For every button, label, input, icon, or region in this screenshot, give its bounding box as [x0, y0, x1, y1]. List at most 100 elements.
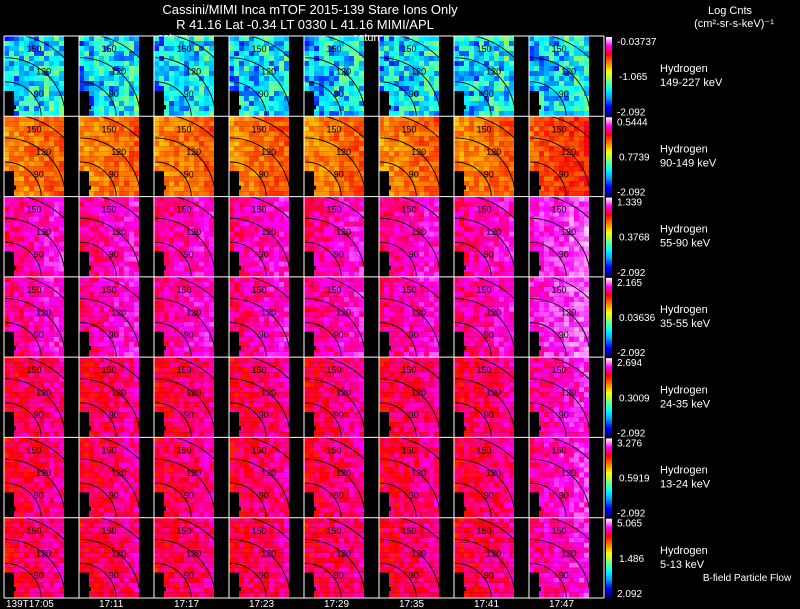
pixel [489, 266, 494, 272]
pixel [399, 76, 404, 81]
pixel [119, 66, 124, 71]
pixel [19, 51, 24, 56]
pixel [284, 76, 289, 81]
pitch-angle-contour [305, 241, 342, 277]
pixel [394, 121, 399, 127]
pixel [499, 216, 504, 222]
pixel [309, 206, 314, 212]
pixel [34, 141, 39, 147]
pixel [119, 96, 124, 101]
pixel [249, 46, 254, 51]
pixel [419, 261, 424, 267]
pixel [174, 231, 179, 237]
pixel [179, 206, 184, 212]
pixel [199, 186, 204, 192]
pixel [409, 186, 414, 192]
pixel [394, 136, 399, 142]
pixel [59, 151, 64, 157]
pixel [459, 211, 464, 217]
pixel [494, 181, 499, 187]
pixel [404, 226, 409, 232]
pixel [279, 46, 284, 51]
pixel [154, 166, 159, 172]
pixel [409, 101, 414, 106]
pixel [24, 61, 29, 66]
pixel [184, 241, 189, 247]
pixel [159, 221, 164, 227]
pixel [19, 211, 24, 217]
pixel [259, 136, 264, 142]
pixel [29, 66, 34, 71]
pixel [84, 221, 89, 227]
pixel [179, 236, 184, 242]
pixel [79, 101, 84, 106]
pixel [169, 216, 174, 222]
pixel [344, 141, 349, 147]
pixel [434, 156, 439, 162]
pixel [474, 71, 479, 76]
pixel [494, 216, 499, 222]
pixel [419, 121, 424, 127]
pixel [264, 171, 269, 177]
pixel [119, 131, 124, 137]
contour-label: 120 [561, 67, 576, 77]
pixel [99, 76, 104, 81]
pixel [409, 126, 414, 132]
pixel [119, 201, 124, 207]
pixel [44, 161, 49, 167]
pixel [459, 66, 464, 71]
pixel [554, 246, 559, 252]
pixel [564, 131, 569, 137]
pixel [54, 36, 59, 41]
pixel [184, 156, 189, 162]
pixel [494, 226, 499, 232]
pixel [89, 206, 94, 212]
pixel [404, 66, 409, 71]
pixel [494, 141, 499, 147]
pixel [329, 266, 334, 272]
pixel [29, 226, 34, 232]
pixel [584, 36, 589, 41]
pixel [114, 126, 119, 132]
pixel [269, 101, 274, 106]
pixel [169, 201, 174, 207]
pixel [304, 136, 309, 142]
pixel [544, 176, 549, 182]
pixel [494, 191, 499, 197]
pixel [94, 86, 99, 91]
pixel [509, 271, 514, 277]
pixel [184, 106, 189, 111]
pixel [359, 91, 364, 96]
pitch-angle-contour [80, 81, 117, 117]
pixel [29, 246, 34, 252]
pixel [204, 71, 209, 76]
contour-label: 150 [251, 44, 266, 54]
pixel [199, 116, 204, 122]
pixel [404, 136, 409, 142]
pixel [119, 86, 124, 91]
pixel [304, 96, 309, 101]
pixel [249, 176, 254, 182]
pixel [44, 106, 49, 111]
pixel [339, 166, 344, 172]
pixel [159, 271, 164, 277]
pixel [429, 236, 434, 242]
pixel [574, 151, 579, 157]
pixel [314, 221, 319, 227]
pixel [344, 241, 349, 247]
pitch-angle-contour [380, 161, 417, 197]
pixel [534, 101, 539, 106]
pixel [329, 36, 334, 41]
pixel [344, 221, 349, 227]
pixel [274, 66, 279, 71]
pixel [164, 251, 169, 257]
pixel [234, 121, 239, 127]
pixel [574, 121, 579, 127]
pixel [569, 96, 574, 101]
pixel [469, 61, 474, 66]
pixel [344, 121, 349, 127]
pixel [529, 221, 534, 227]
contour-label: 120 [486, 227, 501, 237]
pixel [539, 91, 544, 96]
pixel [429, 196, 434, 202]
